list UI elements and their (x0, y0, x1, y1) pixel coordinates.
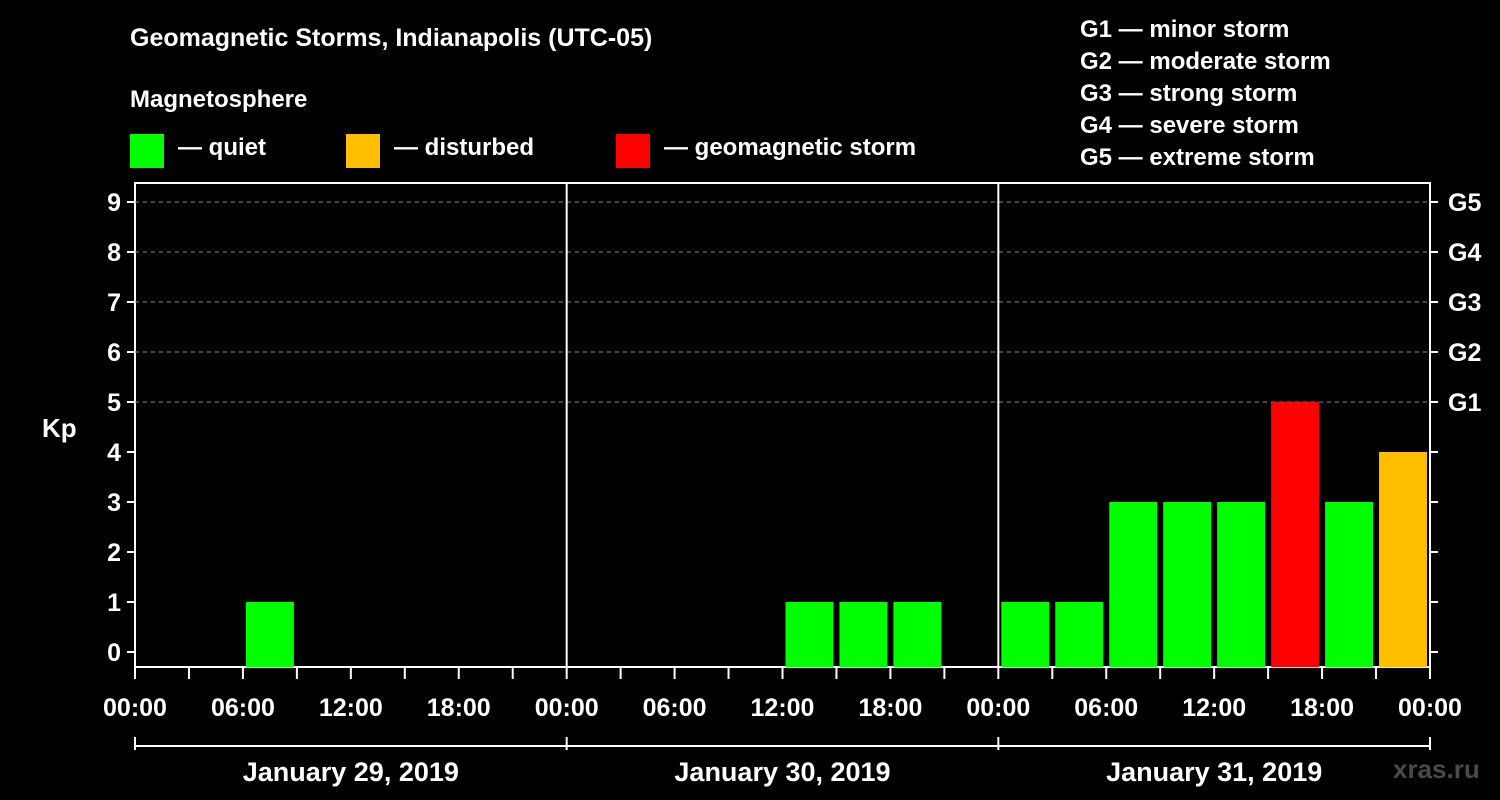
g-scale-item: G3 — strong storm (1080, 80, 1298, 107)
x-tick-label: 00:00 (535, 694, 599, 722)
kp-bar (1379, 452, 1427, 667)
g-level-label: G5 (1448, 189, 1481, 217)
y-tick-label: 6 (107, 339, 121, 367)
x-tick-label: 18:00 (1290, 694, 1354, 722)
legend-label-quiet: — quiet (178, 134, 266, 161)
y-tick-label: 9 (107, 189, 121, 217)
x-tick-label: 00:00 (966, 694, 1030, 722)
g-scale-item: G5 — extreme storm (1080, 144, 1315, 171)
legend-label-storm: — geomagnetic storm (664, 134, 917, 161)
day-label: January 30, 2019 (674, 757, 890, 787)
x-tick-label: 00:00 (1398, 694, 1462, 722)
legend-swatch-quiet (130, 134, 164, 168)
kp-bar (893, 602, 942, 667)
y-tick-label: 3 (107, 489, 121, 517)
g-scale-legend: G1 — minor storm G2 — moderate storm G3 … (1080, 14, 1331, 174)
kp-bar (1271, 402, 1320, 667)
x-tick-label: 06:00 (643, 694, 707, 722)
x-tick-label: 12:00 (1182, 694, 1246, 722)
chart-title: Geomagnetic Storms, Indianapolis (UTC-05… (130, 24, 653, 52)
kp-bar (839, 602, 888, 667)
legend-swatch-storm (616, 134, 650, 168)
g-level-label: G1 (1448, 389, 1481, 417)
y-axis-title: Kp (42, 413, 77, 443)
kp-bar (1163, 502, 1212, 667)
y-tick-label: 1 (107, 589, 121, 617)
y-tick-label: 5 (107, 389, 121, 417)
g-level-label: G3 (1448, 289, 1481, 317)
y-tick-label: 4 (107, 439, 121, 467)
legend-heading: Magnetosphere (130, 86, 308, 113)
kp-bar (245, 602, 294, 667)
kp-bar (1109, 502, 1158, 667)
x-tick-label: 12:00 (751, 694, 815, 722)
g-scale-item: G2 — moderate storm (1080, 48, 1331, 75)
kp-bar (1325, 502, 1374, 667)
x-tick-label: 00:00 (103, 694, 167, 722)
y-tick-label: 2 (107, 539, 121, 567)
y-tick-label: 8 (107, 239, 121, 267)
x-tick-label: 18:00 (427, 694, 491, 722)
g-level-label: G2 (1448, 339, 1481, 367)
kp-bar (785, 602, 834, 667)
y-tick-label: 0 (107, 639, 121, 667)
legend-swatch-disturbed (346, 134, 380, 168)
g-scale-item: G1 — minor storm (1080, 16, 1290, 43)
kp-bar (1055, 602, 1104, 667)
kp-bar (1217, 502, 1266, 667)
x-tick-label: 18:00 (858, 694, 922, 722)
watermark: xras.ru (1393, 754, 1480, 784)
legend-label-disturbed: — disturbed (394, 134, 535, 161)
y-tick-label: 7 (107, 289, 121, 317)
kp-bar (1001, 602, 1050, 667)
g-scale-item: G4 — severe storm (1080, 112, 1299, 139)
day-label: January 31, 2019 (1106, 757, 1322, 787)
g-level-label: G4 (1448, 239, 1481, 267)
x-tick-label: 06:00 (211, 694, 275, 722)
x-tick-label: 12:00 (319, 694, 383, 722)
x-tick-label: 06:00 (1074, 694, 1138, 722)
day-label: January 29, 2019 (243, 757, 459, 787)
